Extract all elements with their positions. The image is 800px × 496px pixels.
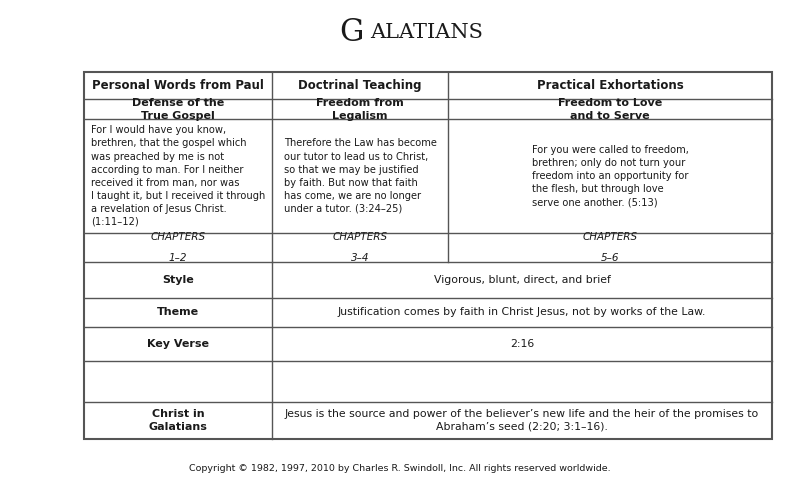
Bar (84, 72, 772, 439)
Text: Key Verse: Key Verse (147, 339, 209, 349)
Text: Style: Style (162, 275, 194, 285)
Text: Copyright © 1982, 1997, 2010 by Charles R. Swindoll, Inc. All rights reserved wo: Copyright © 1982, 1997, 2010 by Charles … (189, 464, 611, 473)
Text: For you were called to freedom,
brethren; only do not turn your
freedom into an : For you were called to freedom, brethren… (531, 145, 689, 207)
Text: Freedom to Love
and to Serve: Freedom to Love and to Serve (558, 98, 662, 121)
Text: Personal Words from Paul: Personal Words from Paul (92, 79, 264, 92)
Text: Therefore the Law has become
our tutor to lead us to Christ,
so that we may be j: Therefore the Law has become our tutor t… (283, 138, 437, 214)
Text: 5–6: 5–6 (601, 253, 619, 263)
Text: ALATIANS: ALATIANS (370, 23, 483, 42)
Text: Freedom from
Legalism: Freedom from Legalism (316, 98, 404, 121)
Text: G: G (340, 17, 364, 48)
Text: 1–2: 1–2 (169, 253, 187, 263)
Text: Justification comes by faith in Christ Jesus, not by works of the Law.: Justification comes by faith in Christ J… (338, 308, 706, 317)
Text: CHAPTERS: CHAPTERS (333, 232, 387, 242)
Text: CHAPTERS: CHAPTERS (582, 232, 638, 242)
Text: Defense of the
True Gospel: Defense of the True Gospel (132, 98, 224, 121)
Text: Christ in
Galatians: Christ in Galatians (149, 409, 207, 432)
Text: 2:16: 2:16 (510, 339, 534, 349)
Text: Vigorous, blunt, direct, and brief: Vigorous, blunt, direct, and brief (434, 275, 610, 285)
Text: For I would have you know,
brethren, that the gospel which
was preached by me is: For I would have you know, brethren, tha… (91, 125, 265, 227)
Text: Practical Exhortations: Practical Exhortations (537, 79, 683, 92)
Text: Doctrinal Teaching: Doctrinal Teaching (298, 79, 422, 92)
Text: CHAPTERS: CHAPTERS (150, 232, 206, 242)
Text: Theme: Theme (157, 308, 199, 317)
Text: 3–4: 3–4 (350, 253, 370, 263)
Text: Jesus is the source and power of the believer’s new life and the heir of the pro: Jesus is the source and power of the bel… (285, 409, 759, 432)
